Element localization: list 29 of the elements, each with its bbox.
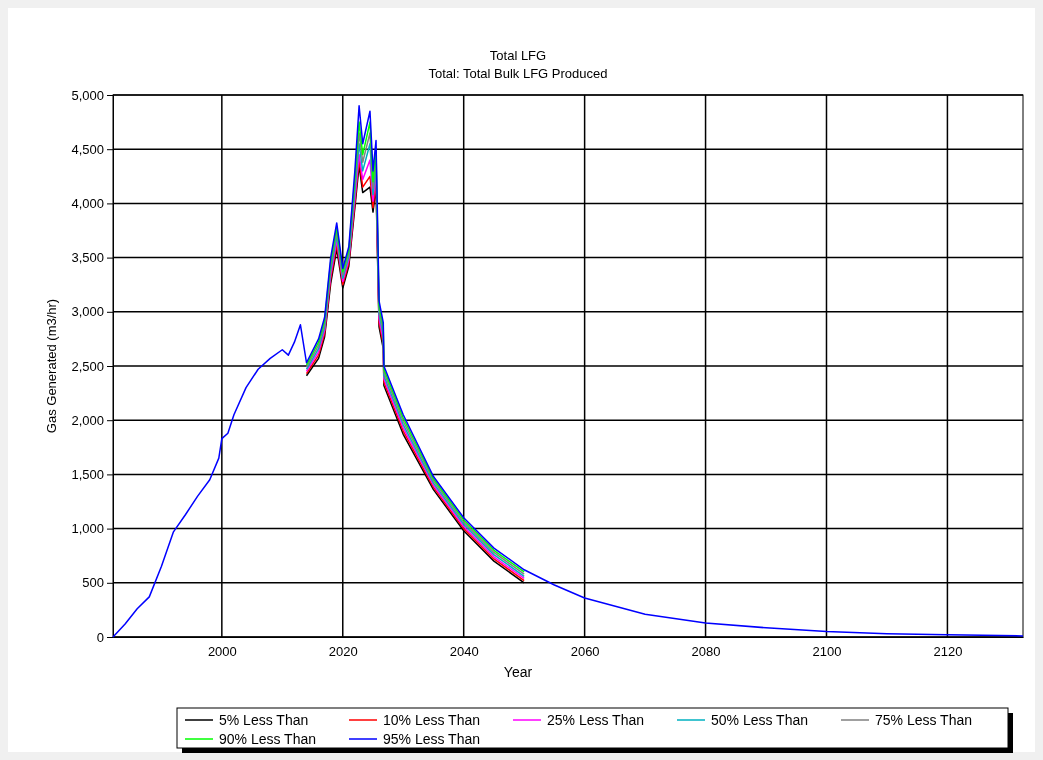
y-tick-label: 2,000: [71, 412, 104, 428]
chart-title: Total LFG: [489, 48, 547, 63]
x-axis-title: Year: [503, 664, 533, 680]
y-tick-label: 4,500: [71, 141, 104, 157]
legend-label: 5% Less Than: [219, 712, 309, 728]
x-tick-label: 2100: [812, 644, 842, 660]
x-tick-label: 2080: [691, 644, 721, 660]
y-tick-label: 500: [82, 575, 104, 591]
y-tick-label: 4,000: [71, 196, 104, 212]
x-tick-label: 2020: [328, 644, 358, 660]
y-tick-label: 0: [96, 629, 104, 645]
y-tick-label: 5,000: [71, 87, 104, 103]
y-tick-label: 3,000: [71, 304, 104, 320]
x-tick-label: 2040: [449, 644, 479, 660]
legend-label: 75% Less Than: [875, 712, 973, 728]
legend-label: 50% Less Than: [711, 712, 809, 728]
x-tick-label: 2000: [207, 644, 237, 660]
y-tick-label: 1,000: [71, 521, 104, 537]
x-tick-label: 2120: [933, 644, 963, 660]
y-tick-label: 3,500: [71, 250, 104, 266]
legend-label: 10% Less Than: [383, 712, 481, 728]
y-tick-label: 2,500: [71, 358, 104, 374]
y-tick-label: 1,500: [71, 467, 104, 483]
legend-label: 90% Less Than: [219, 731, 317, 747]
legend-label: 95% Less Than: [383, 731, 481, 747]
chart-subtitle: Total: Total Bulk LFG Produced: [428, 66, 608, 81]
y-axis-title: Gas Generated (m3/hr): [44, 298, 59, 434]
x-tick-label: 2060: [570, 644, 600, 660]
legend-label: 25% Less Than: [547, 712, 645, 728]
